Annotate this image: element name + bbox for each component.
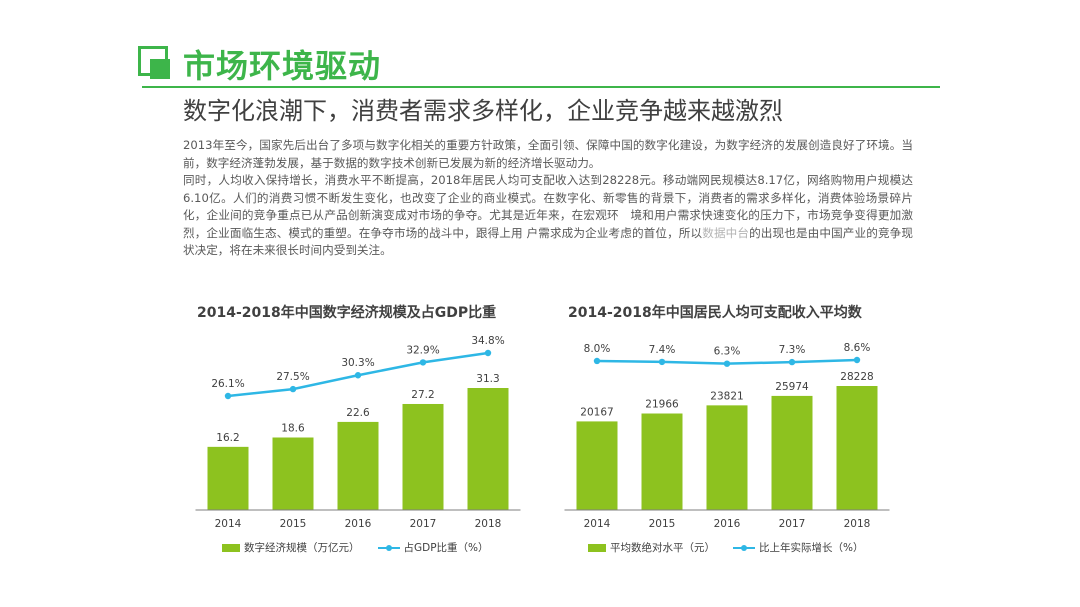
line-point-2018 [484, 349, 492, 357]
chart-1: 16.2 2014 18.6 2015 22.6 2016 27.2 2017 31.3 2018… [195, 335, 521, 530]
line-point-2015 [658, 358, 666, 366]
bar-2015 [272, 437, 314, 510]
chart-2-title: 2014-2018年中国居民人均可支配收入平均数 [568, 305, 862, 321]
x-tick-label-2016: 2016 [345, 518, 372, 530]
legend-label-line: 占GDP比重（%） [403, 542, 489, 554]
line-point-2018 [853, 356, 861, 364]
line-point-2016 [354, 372, 362, 379]
legend-item-bar: 平均数绝对水平（元） [588, 540, 715, 555]
bar-value-label-2018: 28228 [840, 371, 873, 383]
legend-item-bar: 数字经济规模（万亿元） [222, 540, 360, 555]
x-tick-label-2014: 2014 [215, 518, 242, 530]
line-value-label-2016: 30.3% [341, 357, 374, 369]
legend-item-line: 比上年实际增长（%） [733, 540, 863, 555]
legend-swatch-bar [222, 543, 240, 552]
chart-2: 20167 2014 21966 2015 23821 2016 25974 2017 2822… [564, 342, 890, 530]
legend-swatch-line [733, 544, 755, 551]
bar-value-label-2016: 23821 [710, 390, 743, 402]
paragraph-1: 2013年至今，国家先后出台了多项与数字化相关的重要方针政策，全面引领、保障中国… [183, 138, 913, 170]
line-value-label-2018: 34.8% [471, 335, 504, 347]
bar-2017 [771, 395, 813, 510]
legend-swatch-line [377, 544, 400, 551]
bar-2016 [706, 405, 748, 510]
paragraph-2-highlight: 数据中台 [702, 225, 750, 240]
x-tick-label-2017: 2017 [779, 518, 806, 530]
paragraph-2: 同时，人均收入保持增长，消费水平不断提高，2018年居民人均可支配收入达到282… [183, 172, 913, 260]
line-point-2017 [788, 358, 796, 366]
paragraph-2-part-c: 的出现也是由中国产业的竞争现状决定，将在未来很长时间内受到关注。 [183, 225, 913, 258]
title-divider [142, 86, 940, 88]
legend-label-bar: 数字经济规模（万亿元） [244, 542, 360, 554]
bar-2015 [641, 413, 683, 510]
line-value-label-2015: 7.4% [649, 344, 676, 356]
line-value-label-2016: 6.3% [714, 346, 741, 358]
line-point-2014 [224, 392, 232, 400]
line-value-label-2014: 8.0% [584, 343, 611, 355]
bar-2016 [337, 421, 379, 510]
page-title: 市场环境驱动 [183, 47, 382, 85]
chart-1-title: 2014-2018年中国数字经济规模及占GDP比重 [197, 305, 497, 321]
bar-value-label-2015: 21966 [645, 399, 679, 411]
line-value-label-2015: 27.5% [276, 371, 309, 383]
x-tick-label-2015: 2015 [649, 518, 676, 530]
legend-item-line: 占GDP比重（%） [377, 540, 489, 555]
line-value-label-2018: 8.6% [844, 342, 871, 354]
bar-value-label-2018: 31.3 [476, 373, 499, 385]
x-tick-label-2018: 2018 [475, 518, 502, 530]
legend-label-line: 比上年实际增长（%） [759, 542, 864, 554]
x-tick-label-2018: 2018 [844, 518, 871, 530]
line-point-2017 [419, 359, 427, 366]
bar-2014 [207, 446, 249, 510]
bar-2014 [576, 421, 618, 510]
line-value-label-2014: 26.1% [211, 378, 244, 390]
bar-2018 [836, 386, 878, 510]
x-tick-label-2016: 2016 [714, 518, 741, 530]
line-value-label-2017: 7.3% [779, 344, 806, 356]
line-value-label-2017: 32.9% [406, 344, 439, 356]
bar-value-label-2014: 16.2 [216, 432, 239, 444]
x-tick-label-2015: 2015 [280, 518, 307, 530]
page-subtitle: 数字化浪潮下，消费者需求多样化，企业竞争越来越激烈 [183, 97, 783, 125]
chart-2-legend: 平均数绝对水平（元） 比上年实际增长（%） [588, 540, 881, 555]
paragraph-2-part-a: 同时，人均收入保持增长，消费水平不断提高，2018年居民人均可支配收入达到282… [183, 173, 913, 240]
x-tick-label-2017: 2017 [410, 518, 437, 530]
bar-value-label-2017: 25974 [775, 381, 809, 393]
line-point-2014 [593, 357, 601, 365]
line-point-2015 [289, 385, 297, 393]
legend-label-bar: 平均数绝对水平（元） [610, 542, 715, 554]
bar-value-label-2015: 18.6 [281, 423, 305, 435]
bar-value-label-2017: 27.2 [411, 389, 434, 401]
x-tick-label-2014: 2014 [584, 518, 611, 530]
bar-2018 [467, 388, 509, 510]
body-text: 2013年至今，国家先后出台了多项与数字化相关的重要方针政策，全面引领、保障中国… [183, 137, 913, 260]
bar-2017 [402, 403, 444, 510]
chart-1-legend: 数字经济规模（万亿元） 占GDP比重（%） [222, 540, 507, 555]
bar-value-label-2014: 20167 [580, 406, 613, 418]
title-logo-mark [138, 46, 180, 86]
legend-swatch-bar [588, 543, 606, 552]
line-point-2016 [723, 360, 731, 367]
bar-value-label-2016: 22.6 [346, 407, 370, 419]
